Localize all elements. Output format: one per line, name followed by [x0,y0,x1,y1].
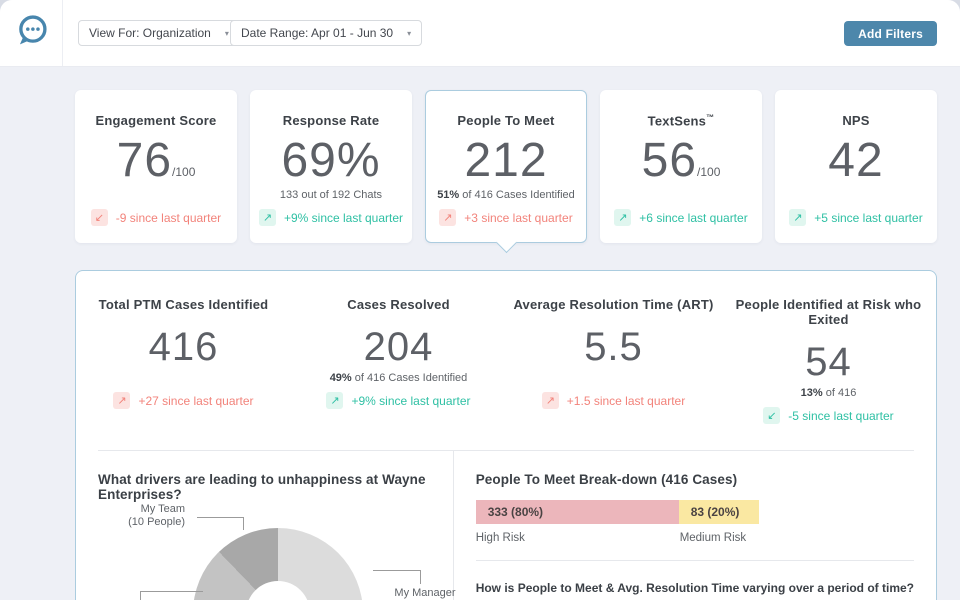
kpi-value: 76/100 [116,134,196,187]
kpi-change: ↗ +3 since last quarter [426,209,586,226]
date-range-dropdown[interactable]: Date Range: Apr 01 - Jun 30 ▾ [230,20,423,46]
stat-change-text: -5 since last quarter [788,408,894,423]
kpi-subtext [776,189,936,202]
trend-up-icon: ↗ [258,209,276,226]
kpi-card-engagement-score[interactable]: Engagement Score 76/100 ↙ -9 since last … [75,90,237,243]
kpi-title: Engagement Score [95,113,217,128]
kpi-change-text: +6 since last quarter [639,210,748,225]
stat-change-text: +27 since last quarter [138,393,254,408]
kpi-change: ↙ -9 since last quarter [76,209,236,226]
kpi-change: ↗ +9% since last quarter [251,209,411,226]
panel-bottom-columns: What drivers are leading to unhappiness … [76,451,936,600]
stat-value: 416 [148,325,219,369]
stat-value: 204 [363,325,434,369]
kpi-subtext: 51% of 416 Cases Identified [437,189,575,201]
stat-change-text: +9% since last quarter [351,393,471,408]
callout-line-my-manager [373,570,421,584]
trend-up-icon: ↗ [541,392,559,409]
kpi-card-people-to-meet[interactable]: People To Meet 212 51% of 416 Cases Iden… [425,90,587,243]
stat-title: Total PTM Cases Identified [98,297,269,312]
breakdown-divider [475,560,914,561]
breakdown-section-title: People To Meet Break-down (416 Cases) [475,472,738,487]
kpi-title: Response Rate [282,113,380,128]
stat-total-ptm-cases: Total PTM Cases Identified 416 ↗ +27 sin… [76,271,291,450]
stat-change: ↗ +9% since last quarter [291,392,506,409]
drivers-section: What drivers are leading to unhappiness … [76,451,454,600]
kpi-title: TextSens™ [647,113,715,129]
panel-divider [98,450,914,451]
trend-down-icon: ↙ [90,209,108,226]
trend-up-icon: ↗ [113,392,131,409]
kpi-change: ↗ +5 since last quarter [776,209,936,226]
stat-value: 5.5 [584,325,643,369]
stat-subtext [506,372,721,386]
stat-subtext: 49% of 416 Cases Identified [329,372,468,384]
trend-up-icon: ↗ [789,209,807,226]
donut-hole [246,581,310,600]
trend-up-icon: ↗ [439,209,457,226]
risk-bar-legend: High Risk Medium Risk [476,532,759,546]
bar-segment-high-risk[interactable]: 333 (80%) [475,500,679,524]
stat-avg-resolution-time: Average Resolution Time (ART) 5.5 ↗ +1.5… [506,271,721,450]
add-filters-button[interactable]: Add Filters [844,21,937,46]
kpi-value: 42 [828,134,884,187]
trend-down-icon: ↙ [763,407,781,424]
kpi-subtext: 133 out of 192 Chats [279,189,383,201]
stat-title: Average Resolution Time (ART) [513,297,714,312]
kpi-title: People To Meet [457,113,555,128]
stat-subtext [76,372,291,386]
breakdown-section: People To Meet Break-down (416 Cases) 33… [454,451,936,600]
kpi-card-row: Engagement Score 76/100 ↙ -9 since last … [75,90,937,243]
top-bar: View For: Organization ▾ Date Range: Apr… [0,0,960,67]
kpi-card-response-rate[interactable]: Response Rate 69% 133 out of 192 Chats ↗… [250,90,412,243]
chat-bubble-logo-icon [13,12,50,54]
stat-change: ↙ -5 since last quarter [721,407,936,424]
stat-title: Cases Resolved [347,297,450,312]
detail-stats-row: Total PTM Cases Identified 416 ↗ +27 sin… [76,271,936,450]
stat-subtext: 13% of 416 [800,387,857,399]
drivers-section-title: What drivers are leading to unhappiness … [98,472,426,502]
stat-change: ↗ +1.5 since last quarter [506,392,721,409]
stat-cases-resolved: Cases Resolved 204 49% of 416 Cases Iden… [291,271,506,450]
kpi-change-text: +3 since last quarter [464,210,573,225]
trend-up-icon: ↗ [326,392,344,409]
kpi-value: 69% [281,134,381,187]
kpi-change-text: +5 since last quarter [814,210,923,225]
kpi-subtext [601,189,761,202]
chevron-down-icon: ▾ [224,28,229,38]
kpi-value: 212 [464,134,548,187]
donut-label-my-manager: My Manager [394,587,456,599]
kpi-change: ↗ +6 since last quarter [601,209,761,226]
stat-change: ↗ +27 since last quarter [76,392,291,409]
kpi-card-textsens[interactable]: TextSens™ 56/100 ↗ +6 since last quarter [600,90,762,243]
stat-value: 54 [805,340,852,384]
kpi-value: 56/100 [641,134,721,188]
chevron-down-icon: ▾ [407,28,412,38]
kpi-change-text: +9% since last quarter [283,210,404,225]
date-range-dropdown-value: Date Range: Apr 01 - Jun 30 [241,26,394,40]
view-for-dropdown[interactable]: View For: Organization ▾ [78,20,240,46]
legend-high-risk: High Risk [475,532,525,544]
trend-up-icon: ↗ [614,209,632,226]
callout-line-bottom-left [140,591,203,600]
timeline-section-title: How is People to Meet & Avg. Resolution … [475,581,914,595]
kpi-change-text: -9 since last quarter [115,210,222,225]
legend-medium-risk: Medium Risk [679,532,747,544]
risk-breakdown-stacked-bar[interactable]: 333 (80%) 83 (20%) [475,500,759,524]
kpi-subtext [76,189,236,202]
donut-label-my-team: My Team (10 People) [128,503,185,528]
bar-segment-medium-risk[interactable]: 83 (20%) [678,500,759,524]
callout-line-my-team [197,517,244,530]
logo-area[interactable] [0,0,63,66]
stat-title: People Identified at Risk who Exited [735,297,922,327]
stat-change-text: +1.5 since last quarter [566,393,686,408]
view-for-dropdown-value: View For: Organization [89,26,211,40]
kpi-card-nps[interactable]: NPS 42 ↗ +5 since last quarter [775,90,937,243]
stat-at-risk-exited: People Identified at Risk who Exited 54 … [721,271,936,450]
people-to-meet-detail-panel: Total PTM Cases Identified 416 ↗ +27 sin… [75,270,937,600]
trademark-symbol: ™ [706,113,715,122]
kpi-title: NPS [842,113,870,128]
